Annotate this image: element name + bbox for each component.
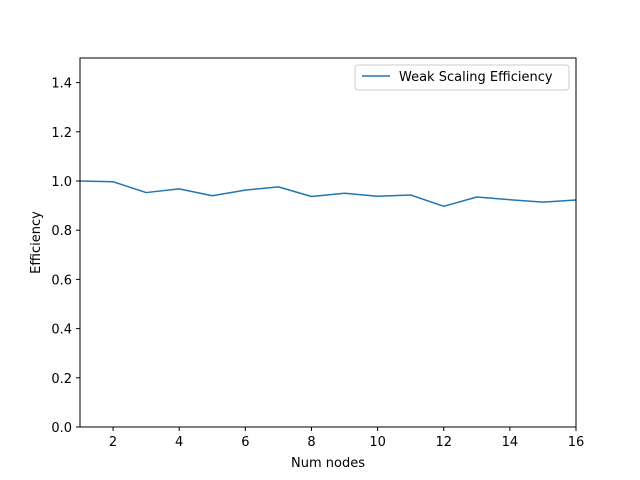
x-tick-label: 14 — [502, 435, 519, 450]
series-layer — [79, 180, 577, 208]
y-tick-label: 0.8 — [51, 224, 72, 239]
x-axis-label: Num nodes — [291, 456, 365, 471]
x-tick-label: 12 — [435, 435, 452, 450]
x-axis-ticks: 2 4 6 8 10 12 14 16 — [109, 427, 584, 450]
x-tick-label: 2 — [109, 435, 117, 450]
y-tick-label: 1.2 — [51, 126, 72, 141]
y-axis-ticks: 0.0 0.2 0.4 0.6 0.8 1.0 1.2 1.4 — [51, 77, 80, 436]
y-tick-label: 1.4 — [51, 77, 72, 92]
y-tick-label: 0.4 — [51, 323, 72, 338]
legend: Weak Scaling Efficiency — [354, 64, 570, 91]
y-tick-label: 0.2 — [51, 372, 72, 387]
y-axis-label: Efficiency — [29, 211, 44, 274]
plot-frame — [79, 57, 577, 428]
plot-background — [80, 58, 576, 427]
series-line — [79, 180, 577, 208]
legend-label: Weak Scaling Efficiency — [399, 70, 553, 85]
x-tick-label: 4 — [175, 435, 183, 450]
x-tick-label: 10 — [369, 435, 386, 450]
x-tick-label: 8 — [307, 435, 315, 450]
y-tick-label: 0.6 — [51, 273, 72, 288]
x-tick-label: 6 — [241, 435, 249, 450]
x-tick-label: 16 — [568, 435, 585, 450]
y-tick-label: 1.0 — [51, 175, 72, 190]
legend-box — [354, 64, 570, 91]
y-tick-label: 0.0 — [51, 421, 72, 436]
